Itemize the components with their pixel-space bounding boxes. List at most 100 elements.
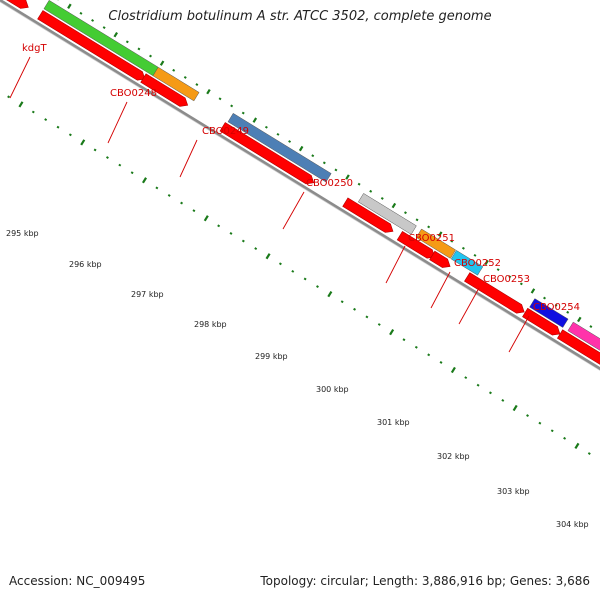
outer-tick — [195, 83, 199, 86]
outer-tick — [543, 296, 546, 300]
outer-tick — [288, 140, 292, 143]
scale-label: 304 kbp — [556, 520, 589, 529]
outer-tick — [391, 202, 397, 209]
scale-tick — [56, 125, 60, 129]
genome-summary-text: Topology: circular; Length: 3,886,916 bp… — [260, 574, 590, 588]
scale-tick — [464, 376, 468, 380]
scale-tick — [402, 338, 406, 342]
gene-feature-bar — [227, 112, 332, 183]
scale-tick — [389, 328, 395, 336]
outer-tick — [508, 275, 512, 279]
outer-tick — [369, 189, 373, 193]
gene-label-leader — [385, 245, 406, 284]
scale-tick — [203, 215, 209, 222]
scale-tick — [427, 353, 431, 357]
scale-tick — [587, 452, 591, 455]
gene-label: CBO0249 — [202, 126, 249, 137]
scale-tick — [526, 414, 529, 417]
scale-tick — [155, 186, 159, 190]
scale-tick — [450, 366, 456, 374]
scale-tick — [18, 101, 24, 108]
scale-tick — [439, 361, 443, 364]
outer-tick — [473, 253, 477, 257]
outer-tick — [137, 47, 141, 51]
scale-tick — [93, 148, 97, 152]
gene-label-leader — [508, 315, 530, 353]
outer-tick — [345, 174, 350, 180]
scale-tick — [488, 391, 492, 395]
outer-tick — [102, 26, 106, 30]
scale-tick — [229, 232, 233, 235]
scale-tick — [538, 421, 542, 425]
outer-tick — [218, 97, 222, 101]
outer-tick — [322, 161, 326, 165]
outer-tick — [484, 259, 489, 266]
gene-feature-bar — [357, 193, 417, 235]
outer-tick — [241, 111, 245, 115]
outer-tick — [125, 40, 129, 44]
scale-tick — [217, 224, 221, 228]
scale-tick — [130, 171, 134, 175]
scale-tick — [365, 315, 369, 319]
gene-feature-bar — [152, 66, 200, 102]
outer-tick — [519, 282, 523, 286]
cds-arrow — [342, 197, 394, 233]
scale-tick — [254, 247, 258, 251]
scale-tick — [316, 285, 319, 288]
gene-label-leader — [458, 287, 480, 325]
scale-label: 298 kbp — [194, 320, 227, 329]
scale-tick — [192, 209, 196, 213]
outer-tick — [183, 75, 187, 79]
gene-feature-bar — [529, 298, 569, 328]
scale-tick — [80, 139, 86, 146]
scale-label: 297 kbp — [131, 290, 164, 299]
scale-tick — [105, 156, 109, 159]
outer-tick — [496, 268, 500, 272]
gene-label-leader — [107, 101, 128, 144]
cds-arrow — [464, 272, 525, 314]
outer-tick — [589, 325, 593, 328]
map-title: Clostridium botulinum A str. ATCC 3502, … — [108, 9, 492, 24]
scale-label: 299 kbp — [255, 352, 288, 361]
outer-tick — [357, 182, 361, 186]
scale-tick — [167, 194, 171, 197]
cds-arrow — [6, 0, 29, 9]
scale-label: 295 kbp — [6, 229, 39, 238]
scale-tick — [574, 442, 580, 450]
scale-tick — [265, 253, 271, 260]
gene-label: CBO0253 — [483, 274, 530, 285]
outer-tick — [206, 88, 211, 95]
scale-tick — [550, 429, 554, 433]
gene-label-leader — [179, 139, 198, 178]
outer-tick — [566, 310, 570, 314]
gene-label: CBO0248 — [110, 88, 157, 99]
gene-feature-bar — [450, 250, 484, 276]
outer-tick — [530, 288, 536, 294]
scale-tick — [501, 398, 505, 402]
scale-tick — [68, 133, 72, 137]
outer-tick — [404, 211, 407, 215]
gene-feature-bar — [415, 228, 456, 259]
scale-tick — [241, 239, 245, 243]
outer-tick — [172, 68, 176, 72]
outer-tick — [230, 104, 234, 108]
outer-tick — [437, 231, 443, 237]
scale-label: 296 kbp — [69, 260, 102, 269]
scale-tick — [278, 262, 282, 266]
outer-tick — [79, 11, 83, 15]
outer-tick — [380, 197, 384, 200]
outer-tick — [67, 3, 72, 9]
gene-label: kdgT — [22, 43, 47, 54]
scale-tick — [291, 269, 295, 273]
scale-tick — [340, 300, 344, 304]
scale-tick — [512, 404, 518, 412]
gene-label: CBO0254 — [533, 302, 580, 313]
scale-tick — [141, 177, 148, 184]
cds-arrow — [429, 250, 451, 268]
cds-arrow — [556, 329, 600, 365]
scale-tick — [476, 383, 480, 387]
scale-tick — [118, 163, 122, 167]
outer-tick — [461, 246, 465, 250]
outer-tick — [311, 154, 315, 158]
